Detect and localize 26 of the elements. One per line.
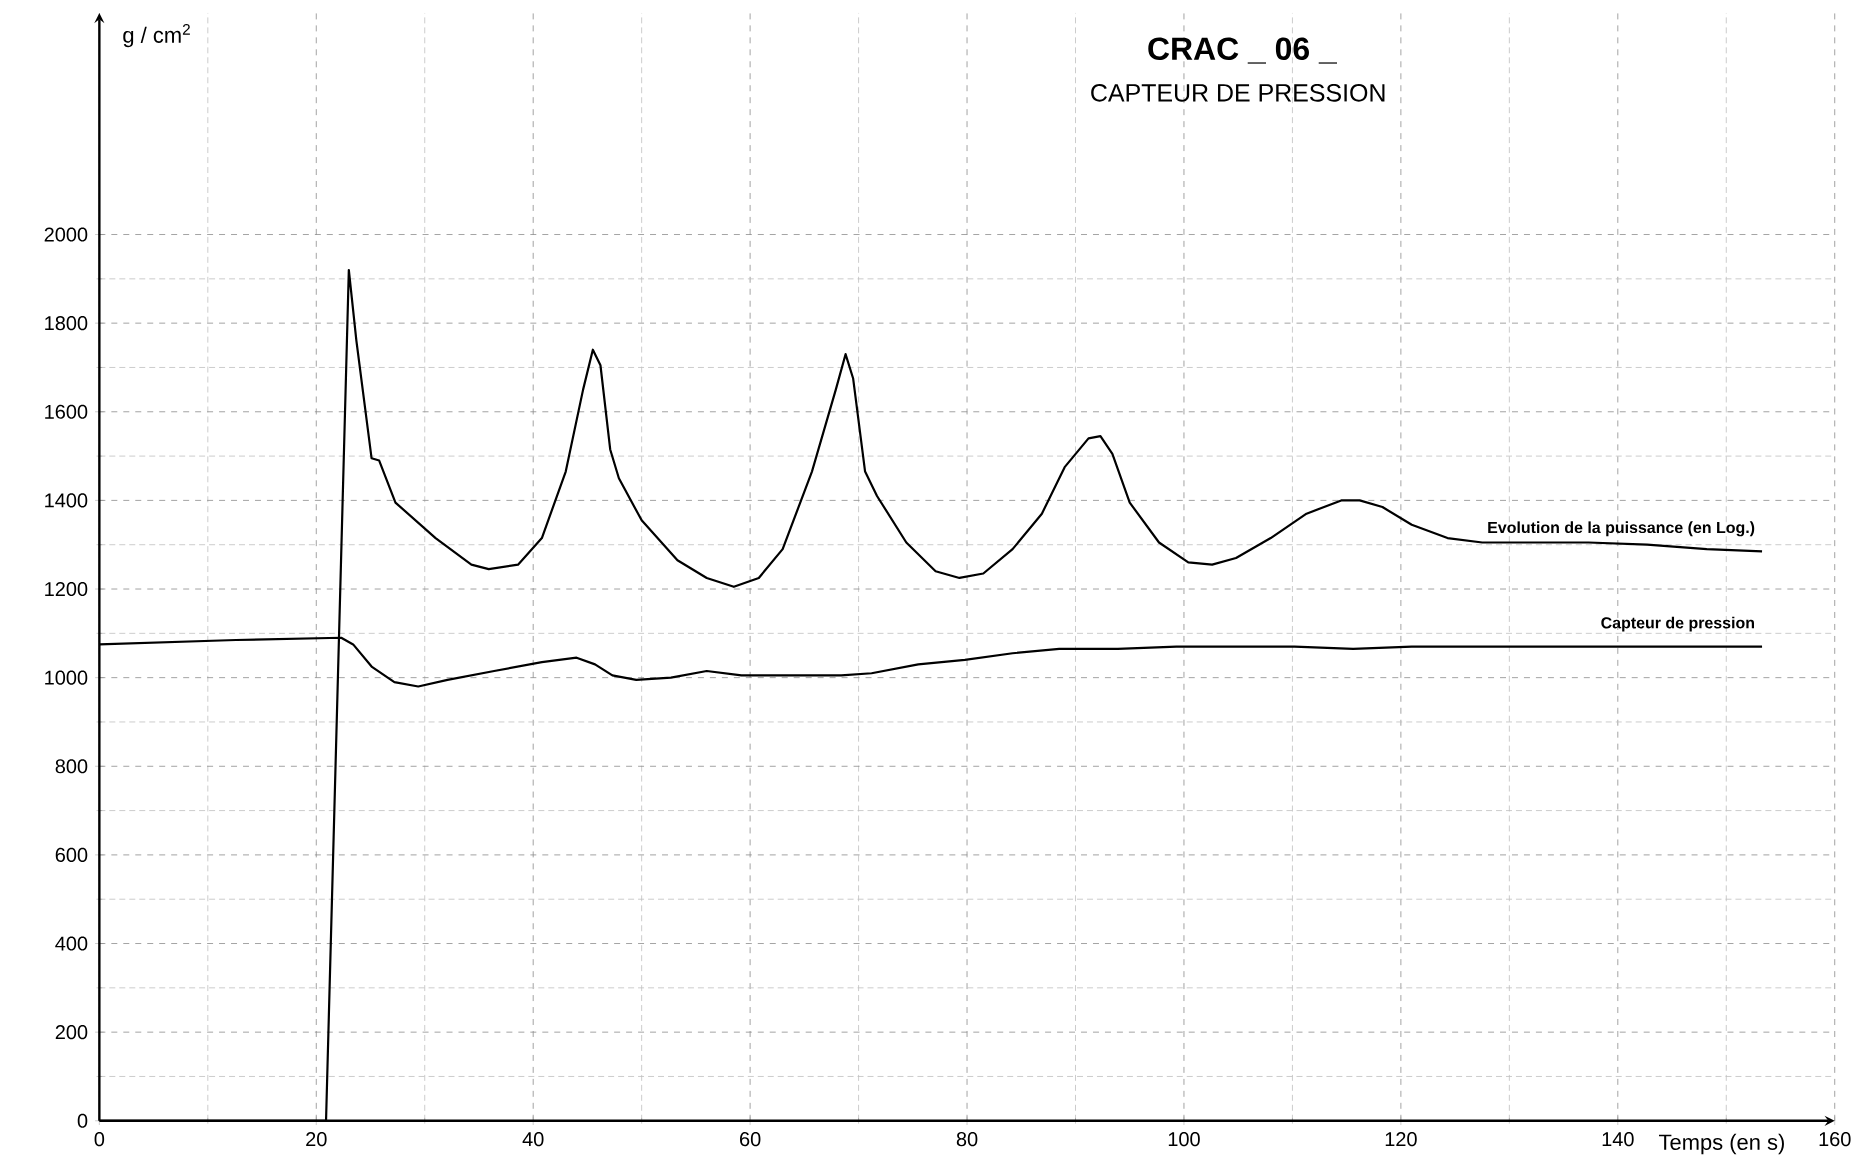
- y-tick-label: 0: [77, 1113, 88, 1128]
- y-tick-label: 400: [55, 936, 88, 951]
- x-tick-label: 140: [1602, 1131, 1634, 1147]
- x-tick-label: 40: [522, 1131, 544, 1147]
- x-axis-title: Temps (en s): [1659, 1133, 1784, 1155]
- y-tick-label: 600: [55, 847, 88, 862]
- x-tick-label: 0: [94, 1131, 105, 1147]
- y-tick-label: 1600: [45, 404, 88, 419]
- y-tick-label: 1200: [45, 581, 88, 596]
- x-tick-label: 100: [1168, 1131, 1200, 1147]
- x-tick-label: 20: [306, 1131, 327, 1147]
- x-tick-label: 160: [1819, 1131, 1851, 1147]
- y-tick-label: 2000: [44, 227, 88, 242]
- text: CAPTEUR DE PRESSION: [1091, 83, 1385, 102]
- series-label: Evolution de la puissance (en Log.): [1488, 521, 1755, 537]
- y-tick-label: 800: [55, 759, 88, 774]
- y-tick-label: 200: [55, 1025, 88, 1040]
- x-tick-label: 80: [956, 1131, 978, 1147]
- y-tick-label: 1000: [45, 670, 88, 685]
- y-tick-label: 1800: [45, 316, 88, 331]
- y-tick-label: 1400: [45, 493, 88, 508]
- x-tick-label: 120: [1385, 1131, 1417, 1147]
- x-tick-label: 60: [740, 1131, 761, 1147]
- y-axis-title: g / cm$^{2}$: [123, 23, 190, 48]
- series-label: Capteur de pression: [1601, 616, 1754, 632]
- text: CRAC _ 06 _: [1148, 37, 1338, 64]
